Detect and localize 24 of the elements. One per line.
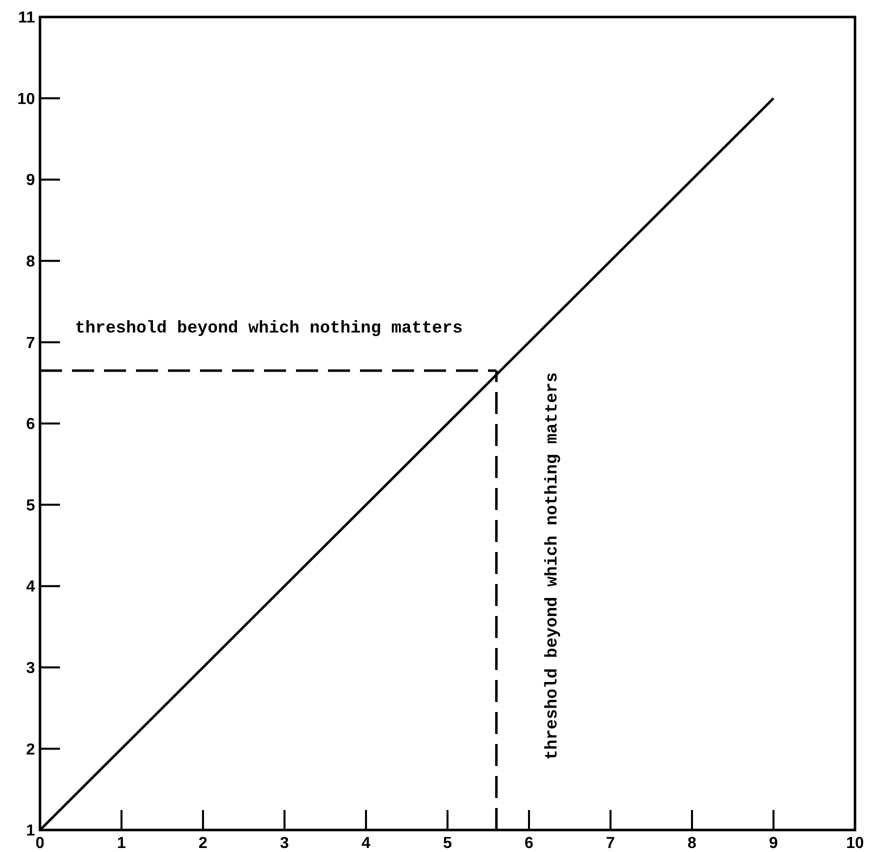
x-tick-label: 4 (362, 835, 371, 852)
x-tick-label: 0 (36, 835, 45, 852)
y-tick-label: 9 (26, 172, 36, 190)
y-tick-label: 1 (26, 822, 36, 840)
x-tick-label: 8 (688, 835, 697, 852)
x-tick-label: 7 (606, 835, 616, 852)
y-tick-label: 2 (26, 741, 36, 758)
y-tick-label: 7 (26, 334, 36, 352)
x-tick-label: 2 (198, 835, 208, 852)
y-tick-label: 8 (26, 254, 36, 270)
x-tick-label: 5 (443, 835, 452, 852)
ref-line-label: threshold beyond which nothing matters (75, 320, 463, 339)
x-tick-label: 9 (769, 835, 778, 852)
y-tick-label: 11 (18, 10, 36, 27)
ref-line-label: threshold beyond which nothing matters (543, 372, 562, 760)
x-tick-label: 10 (846, 835, 864, 852)
y-tick-label: 6 (26, 416, 36, 434)
y-tick-label: 3 (26, 660, 36, 677)
x-tick-label: 3 (280, 835, 290, 852)
y-tick-label: 10 (17, 90, 36, 108)
y-tick-label: 5 (26, 497, 36, 514)
y-tick-label: 4 (26, 578, 36, 596)
x-tick-label: 1 (117, 835, 126, 852)
x-tick-label: 6 (524, 835, 534, 852)
